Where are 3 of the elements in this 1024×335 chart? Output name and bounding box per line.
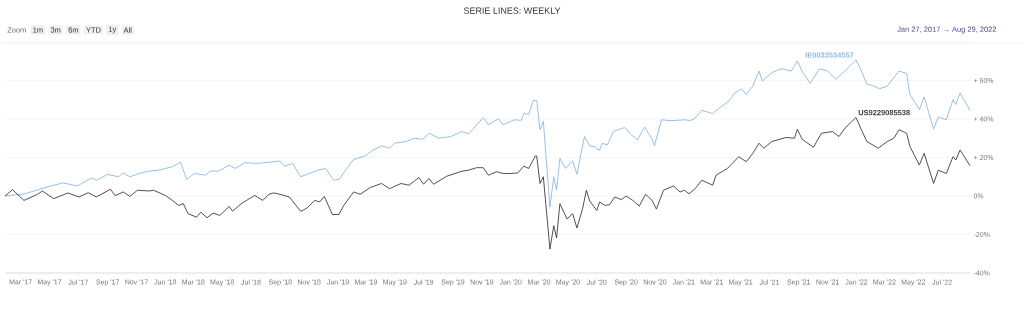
line-series <box>4 59 971 208</box>
line-series <box>4 117 971 250</box>
chart-title: SERIE LINES: WEEKLY <box>463 7 561 14</box>
